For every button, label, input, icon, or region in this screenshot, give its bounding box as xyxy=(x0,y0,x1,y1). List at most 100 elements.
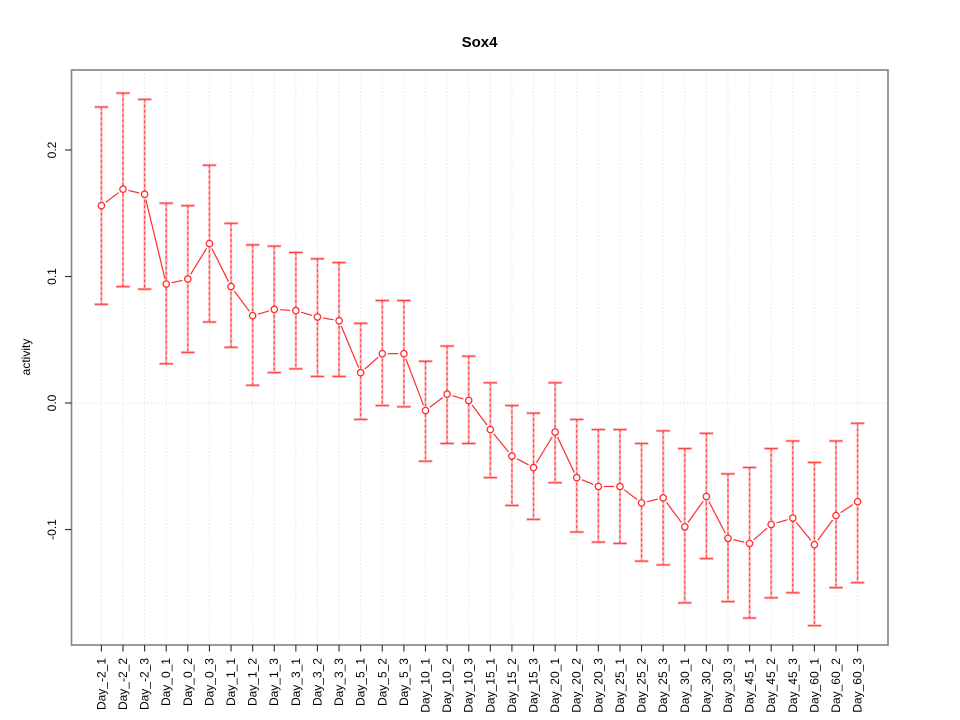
plot-border xyxy=(70,69,889,646)
line-segment xyxy=(340,325,360,368)
data-point-marker xyxy=(97,201,106,210)
line-segment xyxy=(452,395,464,400)
x-tick-label: Day_20_2 xyxy=(570,658,584,713)
line-segment xyxy=(817,519,834,541)
x-tick-label: Day_10_1 xyxy=(418,658,432,713)
gridlines xyxy=(71,70,888,645)
line-segment xyxy=(364,356,379,370)
chart-title: Sox4 xyxy=(462,34,499,51)
x-tick-label: Day_3_2 xyxy=(310,658,324,706)
line-segment xyxy=(646,498,658,503)
y-tick-label: 0.0 xyxy=(45,394,59,411)
line-segment xyxy=(171,279,183,284)
line-segment xyxy=(190,247,208,275)
x-tick-label: Day_10_2 xyxy=(440,658,454,713)
x-tick-label: Day_-2_2 xyxy=(116,658,130,710)
x-tick-label: Day_20_1 xyxy=(548,658,562,713)
line-segment xyxy=(708,501,726,534)
data-point-marker xyxy=(529,463,538,472)
x-tick-label: Day_25_2 xyxy=(635,658,649,713)
data-point-marker xyxy=(400,349,408,358)
data-points xyxy=(97,185,862,549)
axes: -0.1 0.0 0.1 0.2 Day_-2_1 Day_-2_2 Day_-2_3 Day… xyxy=(45,69,889,713)
x-tick-label: Day_60_2 xyxy=(829,658,843,713)
data-point-marker xyxy=(443,390,451,398)
line-segment xyxy=(623,489,638,501)
x-tick-label: Day_3_1 xyxy=(289,658,303,706)
data-point-marker xyxy=(572,473,581,482)
line-segment xyxy=(405,358,425,406)
y-axis-label: activity xyxy=(19,339,33,376)
data-point-marker xyxy=(853,497,862,506)
line-segment xyxy=(753,527,768,541)
line-segment xyxy=(665,501,682,523)
line-segment xyxy=(776,519,788,524)
data-point-marker xyxy=(248,311,257,320)
data-point-marker xyxy=(356,368,365,377)
data-point-marker xyxy=(292,306,300,315)
data-point-marker xyxy=(680,523,689,531)
x-tick-label: Day_5_2 xyxy=(375,658,389,706)
line-segment xyxy=(128,189,140,194)
x-tick-label: Day_30_2 xyxy=(699,658,713,713)
data-point-marker xyxy=(659,494,668,502)
data-point-marker xyxy=(616,482,624,491)
x-tick-label: Day_45_2 xyxy=(764,658,778,713)
y-tick-label: 0.2 xyxy=(45,141,59,158)
data-point-marker xyxy=(551,428,559,436)
data-point-marker xyxy=(594,482,603,491)
data-point-marker xyxy=(745,539,754,548)
x-tick-label: Day_1_3 xyxy=(267,658,281,706)
x-tick-label: Day_5_3 xyxy=(397,658,411,706)
data-point-marker xyxy=(810,540,819,549)
x-tick-label: Day_30_1 xyxy=(678,658,692,713)
x-tick-label: Day_60_3 xyxy=(851,658,865,713)
data-point-marker xyxy=(788,514,797,522)
x-tick-label: Day_0_3 xyxy=(202,658,216,706)
data-point-marker xyxy=(464,396,473,405)
line-segment xyxy=(300,311,313,317)
line-segment xyxy=(211,248,230,282)
x-tick-label: Day_1_1 xyxy=(224,658,238,706)
line-segment xyxy=(516,458,529,466)
x-tick-label: Day_15_3 xyxy=(527,658,541,713)
x-tick-label: Day_25_1 xyxy=(613,658,627,713)
x-tick-label: Day_15_1 xyxy=(483,658,497,713)
x-tick-label: Day_45_1 xyxy=(743,658,757,713)
line-segment xyxy=(840,504,854,514)
line-segment xyxy=(795,522,812,541)
x-tick-label: Day_20_3 xyxy=(591,658,605,713)
line-segment xyxy=(535,436,553,464)
data-point-marker xyxy=(508,452,516,460)
data-point-marker xyxy=(205,239,214,248)
x-tick-label: Day_1_2 xyxy=(246,658,260,706)
y-tick-label: -0.1 xyxy=(45,519,59,540)
line-segment xyxy=(556,436,575,473)
line-segment xyxy=(257,310,270,315)
line-segment xyxy=(471,404,488,426)
line-segment xyxy=(279,309,291,311)
x-tick-label: Day_-2_1 xyxy=(94,658,108,710)
line-segment xyxy=(493,433,509,453)
x-tick-label: Day_-2_3 xyxy=(138,658,152,710)
line-segment xyxy=(145,199,166,279)
x-tick-label: Day_45_3 xyxy=(786,658,800,713)
line-segment xyxy=(733,539,745,543)
data-point-marker xyxy=(313,313,322,321)
data-point-marker xyxy=(702,492,711,501)
data-point-marker xyxy=(335,316,343,325)
x-tick-label: Day_0_1 xyxy=(159,658,173,706)
line-segment xyxy=(581,479,594,485)
data-point-marker xyxy=(486,425,495,434)
line-segment xyxy=(233,290,250,312)
line-segment xyxy=(687,500,704,523)
data-point-marker xyxy=(378,349,387,358)
data-point-marker xyxy=(637,499,646,507)
data-point-marker xyxy=(270,305,279,314)
data-point-marker xyxy=(119,185,127,194)
data-point-marker xyxy=(421,406,430,415)
line-segment xyxy=(105,192,119,203)
line-segment xyxy=(322,317,334,321)
data-point-marker xyxy=(832,511,840,520)
